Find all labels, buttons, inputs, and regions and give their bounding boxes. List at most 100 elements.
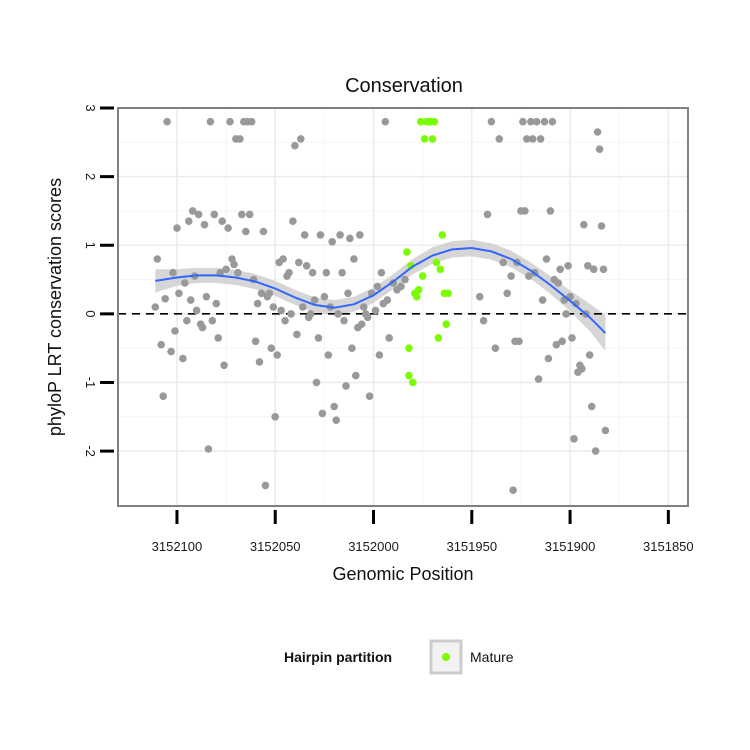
point-other bbox=[356, 231, 364, 239]
point-other bbox=[558, 337, 566, 346]
point-other bbox=[324, 351, 333, 359]
point-other bbox=[568, 334, 576, 342]
point-mature bbox=[414, 286, 423, 294]
point-other bbox=[210, 210, 219, 219]
point-mature bbox=[436, 265, 445, 274]
point-other bbox=[495, 135, 504, 143]
legend-label-mature: Mature bbox=[470, 649, 514, 665]
point-other bbox=[397, 282, 405, 291]
point-other bbox=[377, 268, 386, 277]
y-axis-title: phyloP LRT conservation scores bbox=[45, 178, 65, 436]
point-other bbox=[536, 135, 545, 143]
point-other bbox=[385, 334, 394, 342]
point-other bbox=[334, 310, 342, 318]
point-other bbox=[483, 210, 492, 219]
point-other bbox=[167, 347, 175, 356]
y-tick-label: 0 bbox=[83, 310, 98, 317]
points-other bbox=[151, 117, 610, 495]
point-other bbox=[277, 306, 285, 315]
point-other bbox=[208, 316, 217, 325]
point-other bbox=[226, 117, 234, 126]
point-other bbox=[297, 135, 305, 143]
point-other bbox=[271, 413, 280, 421]
point-other bbox=[359, 303, 368, 311]
point-other bbox=[257, 289, 266, 298]
point-other bbox=[306, 310, 315, 318]
point-other bbox=[269, 303, 278, 311]
point-other bbox=[169, 268, 177, 277]
point-mature bbox=[409, 378, 417, 387]
point-mature bbox=[438, 231, 447, 239]
point-other bbox=[285, 268, 293, 277]
point-other bbox=[572, 299, 580, 308]
point-other bbox=[236, 135, 244, 143]
point-mature bbox=[405, 371, 413, 380]
point-other bbox=[562, 310, 570, 318]
point-other bbox=[365, 392, 374, 401]
x-axis: 3152100 3152050 3152000 3151950 3151900 31518… bbox=[152, 510, 694, 554]
point-other bbox=[279, 255, 287, 263]
smooth-line bbox=[155, 246, 607, 334]
point-other bbox=[308, 268, 317, 277]
point-other bbox=[591, 447, 600, 455]
point-other bbox=[171, 327, 179, 335]
point-mature bbox=[444, 289, 453, 298]
point-other bbox=[151, 303, 160, 311]
point-other bbox=[212, 299, 221, 308]
point-other bbox=[381, 117, 390, 126]
point-mature bbox=[442, 320, 451, 329]
point-other bbox=[253, 299, 262, 308]
points-mature bbox=[403, 117, 453, 387]
point-mature bbox=[403, 248, 411, 256]
point-other bbox=[340, 316, 348, 325]
point-other bbox=[289, 217, 297, 225]
point-other bbox=[348, 344, 356, 353]
point-other bbox=[342, 382, 350, 390]
point-other bbox=[363, 313, 372, 322]
point-other bbox=[584, 262, 592, 270]
point-other bbox=[267, 344, 276, 353]
point-other bbox=[220, 361, 228, 370]
y-tick-label: -1 bbox=[83, 377, 98, 389]
point-other bbox=[487, 117, 496, 126]
point-other bbox=[352, 371, 360, 380]
point-other bbox=[234, 268, 242, 277]
y-axis: -2 -1 0 1 2 3 bbox=[83, 104, 114, 457]
point-other bbox=[255, 358, 264, 366]
point-other bbox=[214, 334, 222, 342]
point-other bbox=[302, 262, 311, 270]
x-tick-label: 3152000 bbox=[348, 539, 399, 554]
point-other bbox=[198, 323, 207, 332]
x-tick-label: 3151900 bbox=[545, 539, 596, 554]
point-other bbox=[222, 265, 230, 274]
point-other bbox=[383, 296, 392, 304]
point-other bbox=[532, 117, 541, 126]
point-mature bbox=[420, 135, 429, 143]
y-tick-label: 2 bbox=[83, 173, 98, 180]
point-other bbox=[593, 128, 602, 136]
point-other bbox=[509, 486, 517, 495]
point-other bbox=[544, 354, 553, 363]
point-other bbox=[287, 310, 295, 318]
point-other bbox=[479, 316, 488, 325]
point-other bbox=[188, 207, 197, 215]
point-mature bbox=[416, 117, 425, 126]
point-other bbox=[316, 231, 325, 239]
point-other bbox=[194, 210, 203, 219]
point-other bbox=[242, 227, 250, 236]
point-mature bbox=[405, 344, 413, 353]
point-other bbox=[173, 224, 181, 232]
point-other bbox=[238, 210, 246, 219]
legend: Hairpin partition Mature bbox=[284, 639, 514, 675]
point-other bbox=[293, 330, 301, 339]
point-other bbox=[599, 265, 608, 274]
point-other bbox=[587, 402, 596, 411]
point-other bbox=[261, 481, 270, 490]
point-other bbox=[273, 351, 282, 359]
point-other bbox=[230, 260, 238, 269]
point-other bbox=[525, 272, 533, 280]
point-other bbox=[601, 426, 610, 435]
point-other bbox=[185, 217, 193, 225]
point-other bbox=[159, 392, 167, 401]
point-other bbox=[330, 402, 339, 411]
